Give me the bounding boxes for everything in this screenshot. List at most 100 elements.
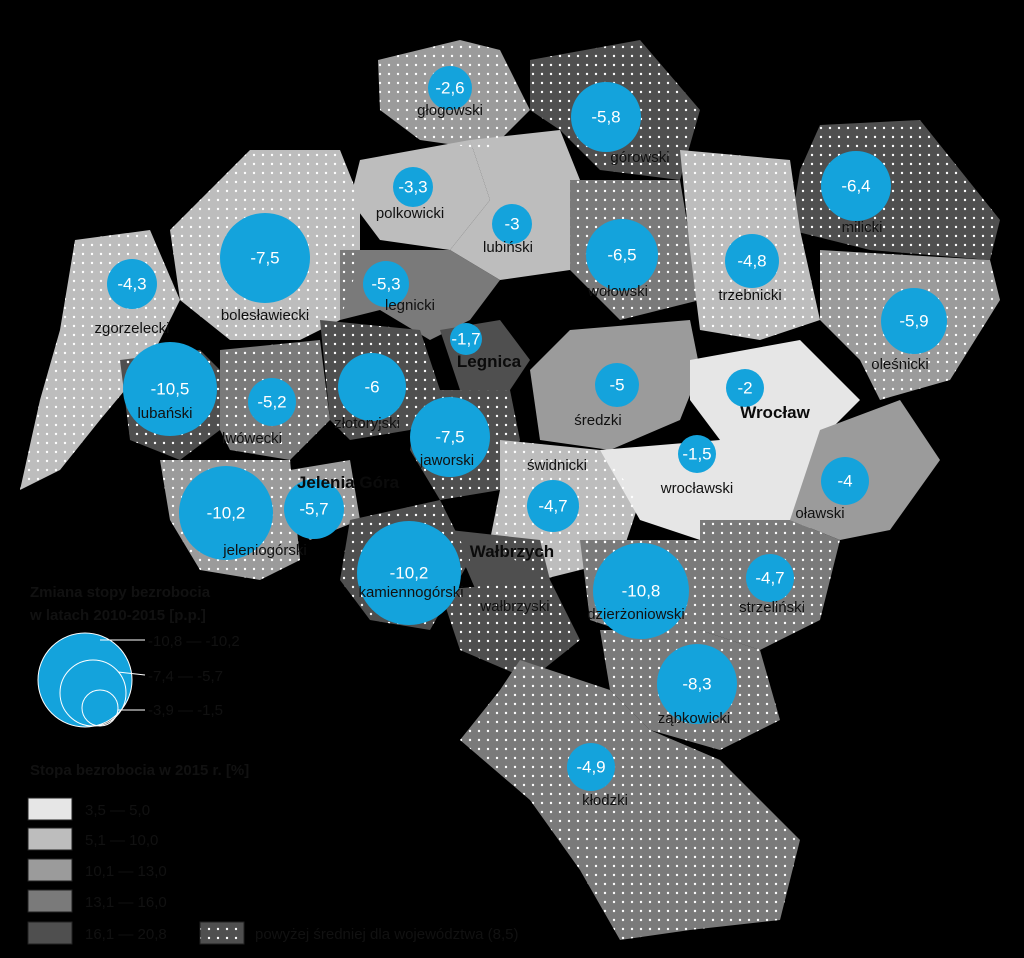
legend-bubble-large	[37, 632, 133, 728]
legend-bubble-medium	[59, 659, 127, 727]
legend-rate-swatch-5	[27, 921, 73, 945]
region-label-ząbkowicki: ząbkowicki	[658, 710, 731, 727]
bubble-jeleniogórski	[179, 466, 273, 560]
bubble-oławski	[821, 457, 869, 505]
region-label-legnica: Legnica	[457, 352, 522, 371]
bubble-value-głogowski: -2,6	[435, 79, 464, 98]
legend-bubble-class-1: -10,8 — -10,2	[148, 633, 240, 650]
region-label-lwówecki: lwówecki	[222, 430, 282, 447]
bubble-legnica	[450, 323, 482, 355]
region-label-kamiennogórski: kamiennogórski	[358, 584, 463, 601]
bubble-jaworski	[410, 397, 490, 477]
bubble-wołowski	[586, 219, 658, 291]
legend-rate-class-2: 5,1 — 10,0	[85, 832, 158, 849]
bubble-value-legnica: -1,7	[451, 330, 480, 349]
bubble-value-lwówecki: -5,2	[257, 393, 286, 412]
region-label-wrocław: Wrocław	[740, 403, 810, 422]
bubble-milicki	[821, 151, 891, 221]
bubble-value-świdnicki: -4,7	[538, 497, 567, 516]
region-label-lubiński: lubiński	[483, 239, 533, 256]
region-label-jelenia-góra: Jelenia Góra	[297, 473, 400, 492]
region-label-legnicki: legnicki	[385, 297, 435, 314]
region-label-złotoryjski: złotoryjski	[334, 415, 400, 432]
bubble-oleśnicki	[881, 288, 947, 354]
bubble-lwówecki	[248, 378, 296, 426]
legend-bubble-class-2: -7,4 — -5,7	[148, 668, 223, 685]
legend-bubble-title-line1: Zmiana stopy bezrobocia	[30, 584, 211, 601]
bubble-świdnicki	[527, 480, 579, 532]
region-wroclaw	[690, 340, 860, 440]
bubble-złotoryjski	[338, 353, 406, 421]
bubble-kłodzki	[567, 743, 615, 791]
bubble-głogowski	[428, 66, 472, 110]
region-label-głogowski: głogowski	[417, 102, 483, 119]
legend-rate-swatch-1	[27, 797, 73, 821]
bubble-value-polkowicki: -3,3	[398, 178, 427, 197]
bubble-value-oławski: -4	[837, 472, 852, 491]
legend-rate-swatch-4	[27, 889, 73, 913]
bubble-value-bolesławiecki: -7,5	[250, 249, 279, 268]
region-label-bolesławiecki: bolesławiecki	[221, 307, 309, 324]
region-label-polkowicki: polkowicki	[376, 205, 444, 222]
legend-rate-title: Stopa bezrobocia w 2015 r. [%]	[30, 762, 249, 779]
bubble-polkowicki	[393, 167, 433, 207]
region-label-trzebnicki: trzebnicki	[718, 287, 781, 304]
bubble-value-lubiński: -3	[504, 215, 519, 234]
bubble-value-dzierżoniowski: -10,8	[622, 582, 661, 601]
bubble-value-jaworski: -7,5	[435, 428, 464, 447]
bubble-value-złotoryjski: -6	[364, 378, 379, 397]
legend-bubble-class-3: -3,9 — -1,5	[148, 702, 223, 719]
bubble-value-jelenia-góra: -5,7	[299, 500, 328, 519]
region-label-dzierżoniowski: dzierżoniowski	[587, 606, 685, 623]
bubble-wrocławski	[678, 435, 716, 473]
bubble-kamiennogórski	[357, 521, 461, 625]
legend-rate-class-4: 13,1 — 16,0	[85, 894, 167, 911]
bubble-value-zgorzelecki: -4,3	[117, 275, 146, 294]
bubble-bolesławiecki	[220, 213, 310, 303]
bubble-wrocław	[726, 369, 764, 407]
region-label-zgorzelecki: zgorzelecki	[94, 320, 169, 337]
bubble-strzeliński	[746, 554, 794, 602]
region-label-świdnicki: świdnicki	[527, 457, 587, 474]
bubble-value-wrocławski: -1,5	[682, 445, 711, 464]
region-label-oławski: oławski	[795, 505, 844, 522]
bubble-zgorzelecki	[107, 259, 157, 309]
bubble-value-kamiennogórski: -10,2	[390, 564, 429, 583]
region-label-górowski: górowski	[610, 149, 669, 166]
region-label-oleśnicki: oleśnicki	[871, 356, 929, 373]
legend-rate-class-3: 10,1 — 13,0	[85, 863, 167, 880]
bubble-value-ząbkowicki: -8,3	[682, 675, 711, 694]
bubble-value-milicki: -6,4	[841, 177, 870, 196]
bubble-legnicki	[363, 261, 409, 307]
bubble-value-strzeliński: -4,7	[755, 569, 784, 588]
bubble-jelenia-góra	[284, 479, 344, 539]
bubble-value-średzki: -5	[609, 376, 624, 395]
legend-bubble-small	[81, 689, 119, 727]
region-label-milicki: milicki	[842, 219, 883, 236]
region-label-średzki: średzki	[574, 412, 622, 429]
bubble-dzierżoniowski	[593, 543, 689, 639]
region-label-wałbrzyski: wałbrzyski	[479, 598, 549, 615]
region-label-wałbrzych: Wałbrzych	[470, 542, 554, 561]
bubble-value-wołowski: -6,5	[607, 246, 636, 265]
legend-dots-label: powyżej średniej dla województwa (8,5)	[255, 926, 518, 943]
region-label-kłodzki: kłodzki	[582, 792, 628, 809]
legend-rate-class-5: 16,1 — 20,8	[85, 926, 167, 943]
region-label-wołowski: wołowski	[587, 283, 648, 300]
bubble-trzebnicki	[725, 234, 779, 288]
legend: Zmiana stopy bezrobocia w latach 2010-20…	[27, 584, 518, 945]
region-label-jeleniogórski: jeleniogórski	[222, 542, 306, 559]
bubble-value-wrocław: -2	[737, 379, 752, 398]
bubble-ząbkowicki	[657, 644, 737, 724]
bubble-value-legnicki: -5,3	[371, 275, 400, 294]
bubble-lubiński	[492, 204, 532, 244]
bubble-górowski	[571, 82, 641, 152]
legend-rate-swatch-3	[27, 858, 73, 882]
region-label-strzeliński: strzeliński	[739, 599, 805, 616]
bubble-lubański	[123, 342, 217, 436]
legend-rate-swatch-2	[27, 827, 73, 851]
region-label-wrocławski: wrocławski	[660, 480, 734, 497]
bubble-value-lubański: -10,5	[151, 380, 190, 399]
